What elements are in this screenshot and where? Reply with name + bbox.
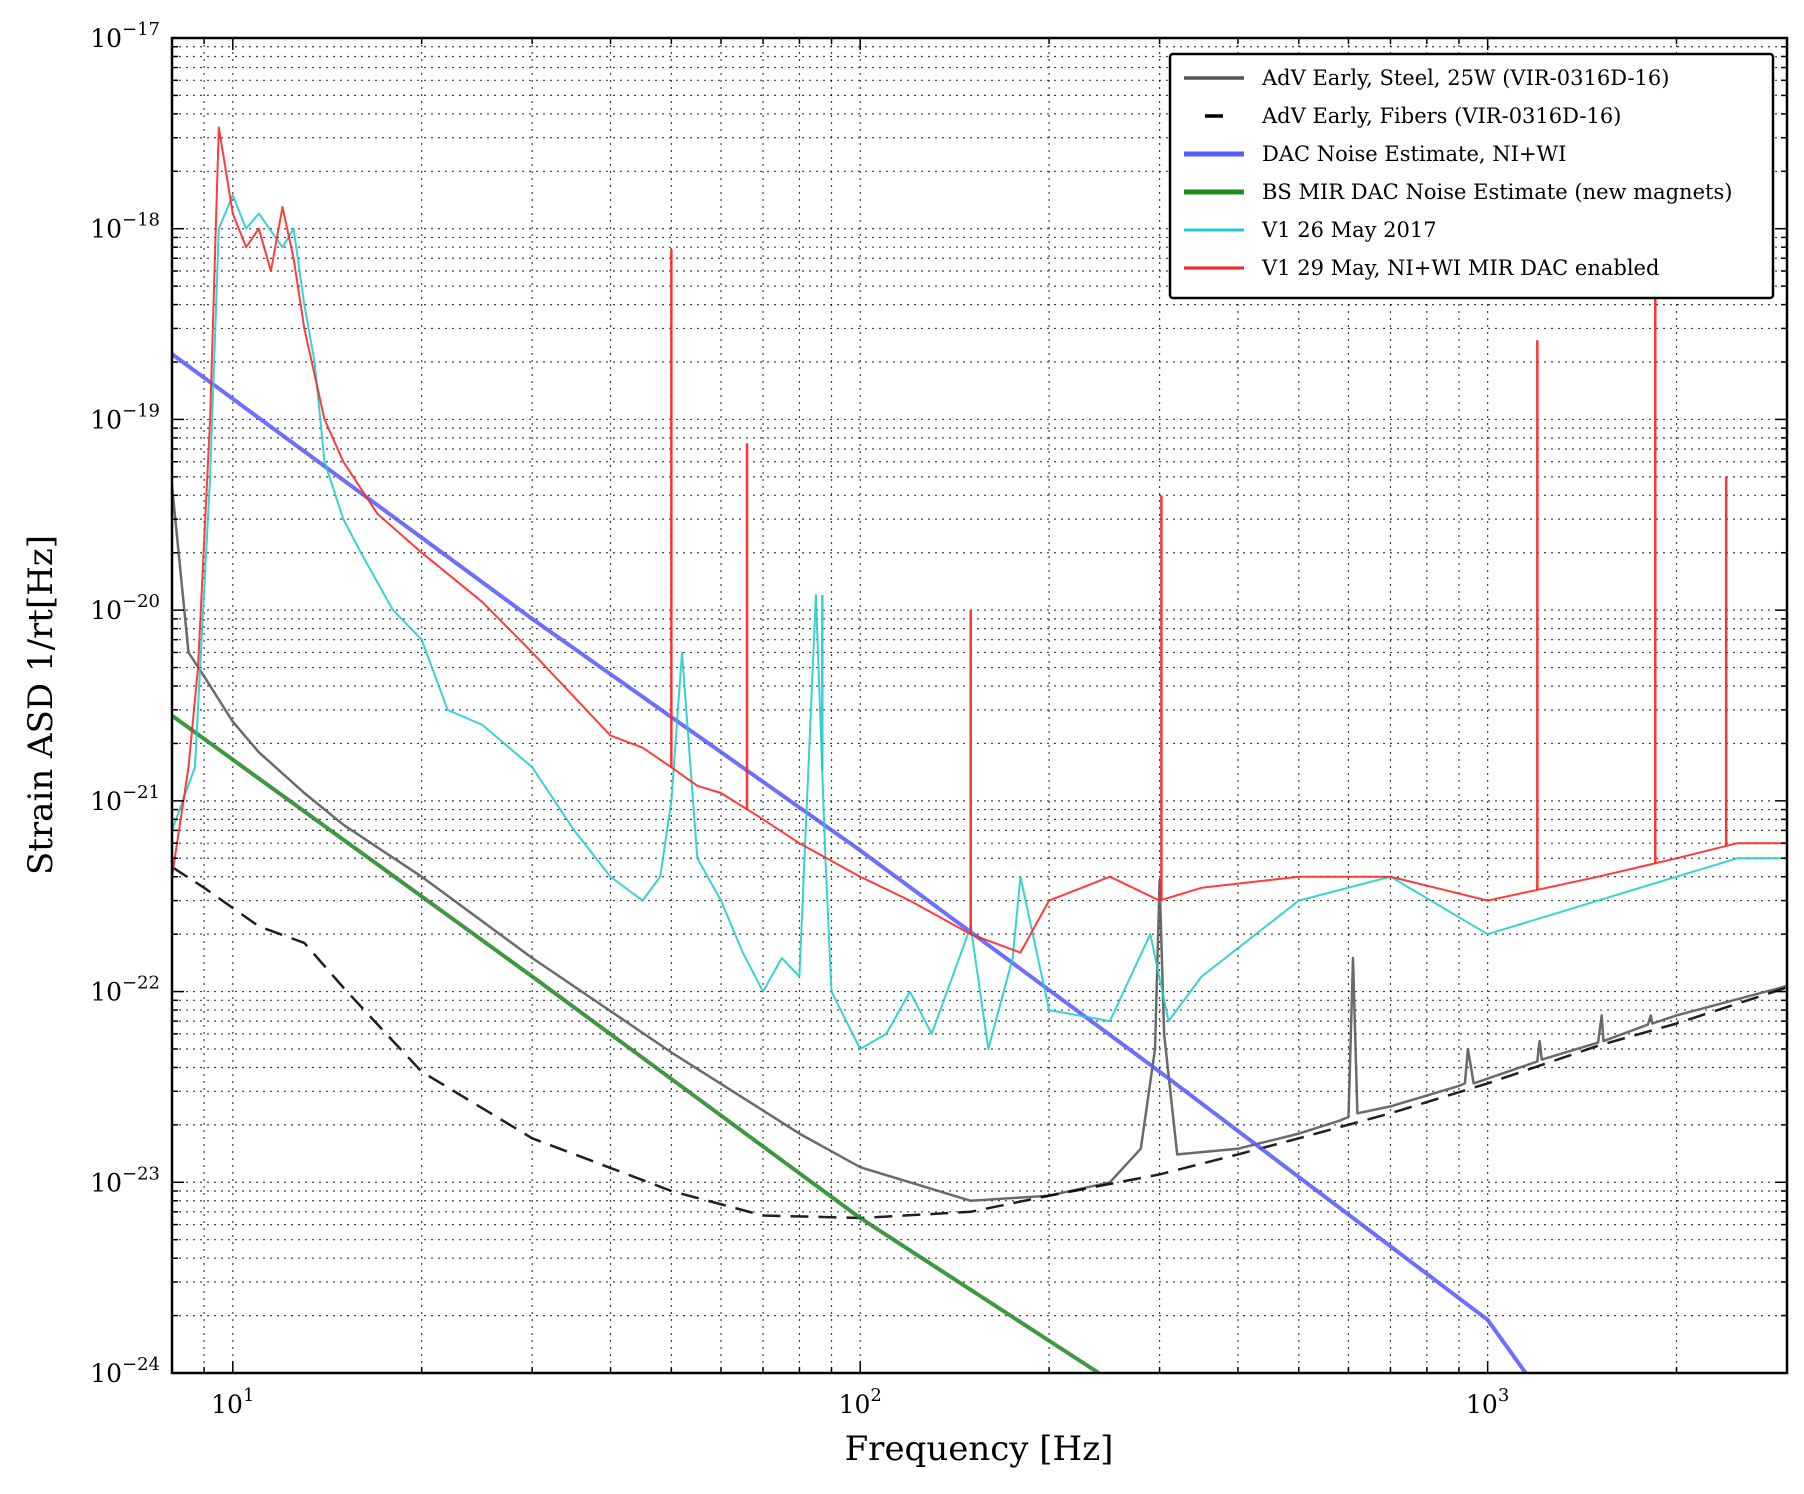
- series-line: [172, 713, 1100, 1373]
- legend-label: V1 29 May, NI+WI MIR DAC enabled: [1261, 256, 1659, 280]
- legend: AdV Early, Steel, 25W (VIR-0316D-16) AdV …: [1168, 52, 1775, 300]
- legend-label: V1 26 May 2017: [1261, 218, 1437, 242]
- series-layer: [172, 126, 1787, 1373]
- series-line: [172, 126, 1787, 954]
- y-tick-label: 10−22: [90, 973, 160, 1007]
- x-axis-label: Frequency [Hz]: [845, 1429, 1114, 1469]
- legend-label: DAC Noise Estimate, NI+WI: [1262, 142, 1566, 166]
- series-line: [172, 352, 1528, 1373]
- legend-box: [1168, 52, 1775, 300]
- y-tick-label: 10−18: [90, 210, 160, 244]
- x-tick-label: 103: [1466, 1385, 1509, 1419]
- y-tick-label: 10−21: [90, 782, 160, 816]
- y-tick-label: 10−23: [90, 1163, 160, 1197]
- legend-label: AdV Early, Fibers (VIR-0316D-16): [1261, 104, 1621, 128]
- y-tick-label: 10−19: [90, 400, 160, 434]
- y-axis-label: Strain ASD 1/rt[Hz]: [21, 535, 61, 875]
- ticks: [171, 37, 1788, 1374]
- y-tick-labels: 10−24 10−23 10−22 10−21 10−20 10−19 10−18 10−17: [90, 19, 160, 1388]
- series-line: [172, 485, 1787, 1203]
- x-tick-label: 101: [211, 1385, 254, 1419]
- y-tick-label: 10−24: [90, 1354, 160, 1388]
- y-tick-label: 10−17: [90, 19, 160, 53]
- y-tick-label: 10−20: [90, 591, 160, 625]
- x-tick-label: 102: [839, 1385, 882, 1419]
- series-line: [172, 194, 1787, 1050]
- legend-label: BS MIR DAC Noise Estimate (new magnets): [1262, 180, 1732, 204]
- legend-label: AdV Early, Steel, 25W (VIR-0316D-16): [1261, 66, 1669, 90]
- x-tick-labels: 101 102 103: [211, 1385, 1509, 1419]
- plot-frame: [170, 36, 1789, 1375]
